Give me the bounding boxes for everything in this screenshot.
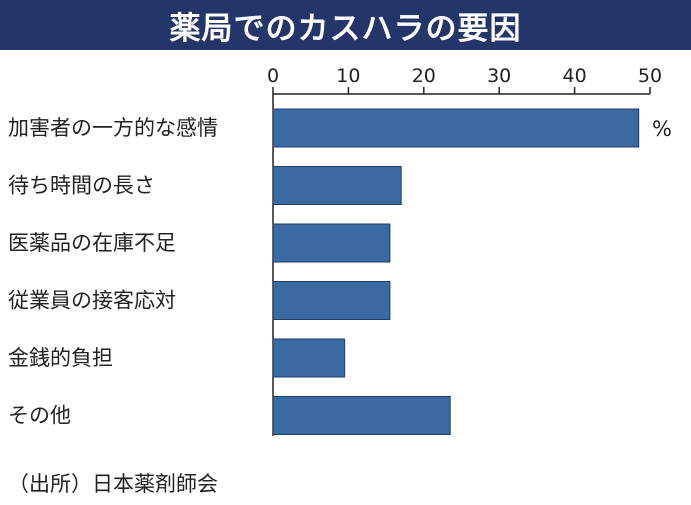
title-bar: 薬局でのカスハラの要因 — [0, 0, 691, 50]
category-label: 金銭的負担 — [8, 346, 113, 370]
x-tick-label: 50 — [638, 65, 662, 87]
bar — [272, 223, 391, 263]
x-tick-label: 0 — [267, 65, 279, 87]
bar — [272, 108, 640, 148]
x-tick-label: 40 — [563, 65, 587, 87]
category-label: 待ち時間の長さ — [8, 174, 155, 198]
category-label: 医薬品の在庫不足 — [8, 231, 176, 255]
x-tick-label: 10 — [336, 65, 360, 87]
x-tick-label: 20 — [412, 65, 436, 87]
chart-title: 薬局でのカスハラの要因 — [169, 10, 522, 47]
source-note: （出所）日本薬剤師会 — [8, 472, 218, 496]
bar-chart: 0 10 20 30 40 50 加害者の一方的な感情待ち時間の長さ医薬品の在庫不足従業員の… — [8, 65, 672, 436]
bar — [272, 396, 451, 435]
bar — [272, 338, 346, 378]
x-tick-label: 30 — [487, 65, 511, 87]
bar — [272, 281, 391, 320]
category-label: 従業員の接客応対 — [8, 289, 176, 313]
category-label: 加害者の一方的な感情 — [8, 116, 218, 140]
unit-label: % — [652, 117, 672, 141]
category-label: その他 — [8, 404, 71, 428]
bar — [272, 166, 402, 205]
